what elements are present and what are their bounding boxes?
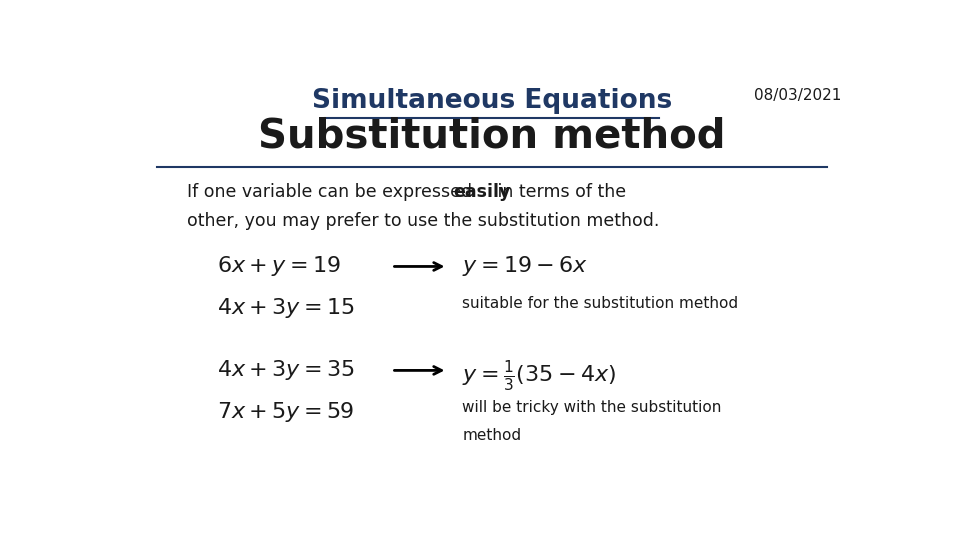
Text: Simultaneous Equations: Simultaneous Equations [312, 87, 672, 113]
Text: method: method [463, 428, 521, 443]
Text: $4x + 3y = 15$: $4x + 3y = 15$ [217, 295, 354, 320]
Text: other, you may prefer to use the substitution method.: other, you may prefer to use the substit… [187, 212, 660, 230]
Text: $y = \frac{1}{3}(35 - 4x)$: $y = \frac{1}{3}(35 - 4x)$ [463, 358, 616, 393]
Text: will be tricky with the substitution: will be tricky with the substitution [463, 400, 722, 415]
Text: $7x + 5y = 59$: $7x + 5y = 59$ [217, 400, 353, 423]
Text: $y = 19 - 6x$: $y = 19 - 6x$ [463, 254, 588, 278]
Text: 08/03/2021: 08/03/2021 [755, 87, 842, 103]
Text: If one variable can be expressed: If one variable can be expressed [187, 183, 477, 201]
Text: $6x + y = 19$: $6x + y = 19$ [217, 254, 341, 278]
Text: $4x + 3y = 35$: $4x + 3y = 35$ [217, 358, 354, 382]
Text: easily: easily [453, 183, 511, 201]
Text: suitable for the substitution method: suitable for the substitution method [463, 295, 738, 310]
Text: Substitution method: Substitution method [258, 117, 726, 157]
Text: in terms of the: in terms of the [492, 183, 626, 201]
